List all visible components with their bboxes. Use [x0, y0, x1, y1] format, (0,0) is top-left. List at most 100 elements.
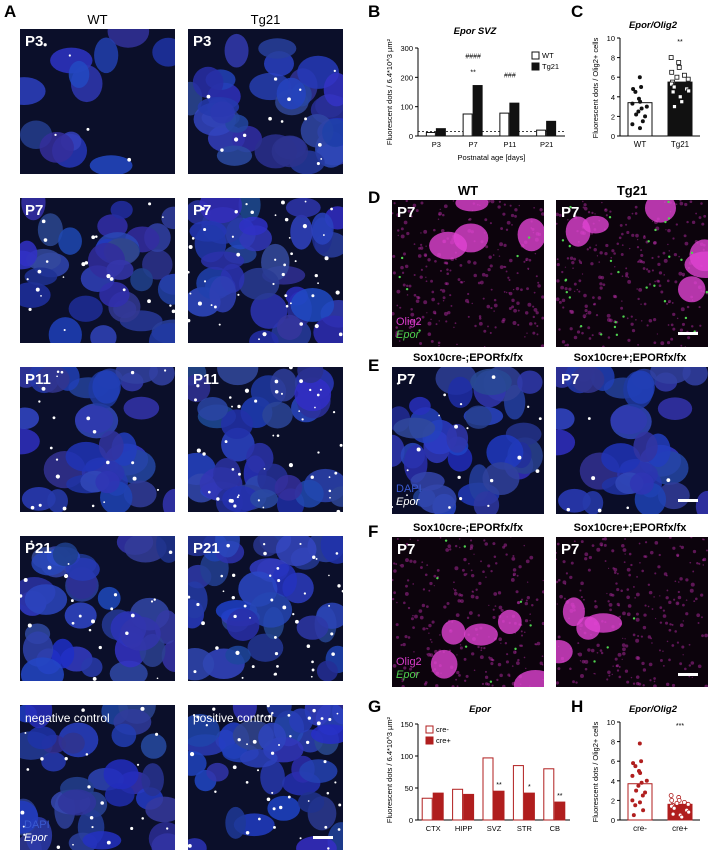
olig2-speckle — [529, 619, 531, 622]
olig2-speckle — [523, 656, 526, 659]
y-tick-label: 300 — [400, 44, 413, 53]
olig2-speckle — [703, 214, 707, 218]
olig2-speckle — [648, 590, 653, 595]
olig2-speckle — [480, 649, 483, 652]
olig2-speckle — [556, 603, 558, 605]
nucleus — [94, 37, 119, 74]
data-point — [676, 65, 682, 70]
olig2-speckle — [502, 684, 506, 687]
epor-dot — [205, 724, 209, 727]
olig2-speckle — [657, 565, 661, 569]
olig2-speckle — [641, 661, 645, 666]
olig2-speckle — [420, 201, 424, 205]
panel-f-cre-pos-age: P7 — [561, 541, 580, 558]
olig2-speckle — [439, 269, 443, 272]
nucleus — [20, 657, 65, 681]
olig2-speckle — [614, 657, 618, 661]
olig2-speckle — [624, 669, 629, 673]
olig2-speckle — [425, 605, 429, 608]
olig2-speckle — [524, 311, 529, 315]
epor-dot — [229, 396, 232, 399]
olig2-speckle — [470, 544, 474, 548]
epor-dot — [196, 602, 200, 607]
epor-dot — [457, 475, 461, 480]
olig2-speckle — [689, 561, 692, 564]
data-point — [669, 69, 675, 75]
olig2-speckle — [497, 591, 502, 595]
epor-dot — [337, 584, 341, 588]
olig2-speckle — [627, 338, 631, 342]
olig2-speckle — [595, 313, 599, 317]
olig2-speckle — [490, 306, 493, 310]
olig2-speckle — [442, 213, 445, 217]
epor-dot — [233, 504, 237, 508]
olig2-speckle — [573, 335, 578, 340]
olig2-speckle — [587, 211, 591, 214]
olig2-cell — [582, 215, 609, 234]
olig2-speckle — [511, 557, 516, 561]
olig2-speckle — [651, 642, 653, 644]
olig2-speckle — [562, 560, 566, 564]
y-tick-label: 8 — [611, 54, 615, 63]
olig2-speckle — [585, 313, 588, 315]
olig2-speckle — [636, 288, 638, 290]
olig2-speckle — [635, 233, 639, 238]
olig2-speckle — [479, 280, 484, 285]
nucleus — [124, 536, 167, 563]
olig2-speckle — [566, 257, 570, 260]
nucleus — [276, 77, 306, 110]
olig2-speckle — [446, 272, 450, 276]
nucleus — [556, 408, 575, 430]
olig2-speckle — [455, 678, 458, 681]
data-point — [631, 813, 636, 818]
olig2-speckle — [637, 635, 640, 638]
x-tick-label: CB — [550, 824, 560, 833]
nucleus — [20, 800, 39, 834]
olig2-speckle — [656, 333, 658, 335]
olig2-speckle — [653, 684, 657, 687]
olig2-speckle — [666, 302, 669, 305]
olig2-speckle — [561, 270, 564, 274]
olig2-speckle — [561, 340, 566, 344]
olig2-speckle — [525, 257, 529, 261]
annotation: *** — [676, 723, 684, 730]
olig2-speckle — [453, 581, 455, 584]
olig2-cell — [513, 669, 544, 687]
olig2-speckle — [666, 574, 668, 577]
nucleus — [294, 377, 332, 412]
epor-dot — [459, 403, 463, 406]
olig2-speckle — [696, 613, 701, 618]
nucleus — [152, 37, 175, 67]
epor-dot — [261, 714, 264, 717]
nucleus — [289, 708, 314, 733]
epor-dot — [491, 375, 496, 379]
nucleus — [320, 536, 343, 564]
epor-dot — [63, 328, 66, 332]
olig2-speckle — [604, 208, 607, 211]
epor-dot — [125, 631, 129, 635]
olig2-speckle — [482, 570, 485, 574]
olig2-speckle — [608, 602, 613, 607]
epor-dot — [251, 665, 255, 669]
olig2-speckle — [428, 623, 432, 628]
olig2-speckle — [431, 641, 433, 643]
olig2-speckle — [660, 659, 663, 662]
olig2-speckle — [605, 243, 609, 248]
olig2-speckle — [592, 296, 595, 299]
olig2-speckle — [675, 223, 679, 226]
panel-f-cre-neg-image: P7 Olig2 Epor — [392, 537, 544, 687]
nucleus — [20, 282, 51, 308]
olig2-speckle — [404, 264, 409, 269]
epor-dot — [67, 563, 70, 565]
nucleus — [188, 750, 207, 776]
olig2-speckle — [501, 319, 505, 324]
olig2-speckle — [443, 605, 447, 609]
olig2-speckle — [570, 561, 574, 565]
panel-a-4-left-image: negative control DAPI Epor — [20, 705, 175, 850]
nucleus — [99, 281, 130, 308]
olig2-speckle — [595, 244, 597, 246]
olig2-speckle — [468, 611, 473, 615]
data-point — [637, 800, 642, 805]
nucleus — [197, 397, 229, 421]
olig2-speckle — [688, 675, 691, 678]
